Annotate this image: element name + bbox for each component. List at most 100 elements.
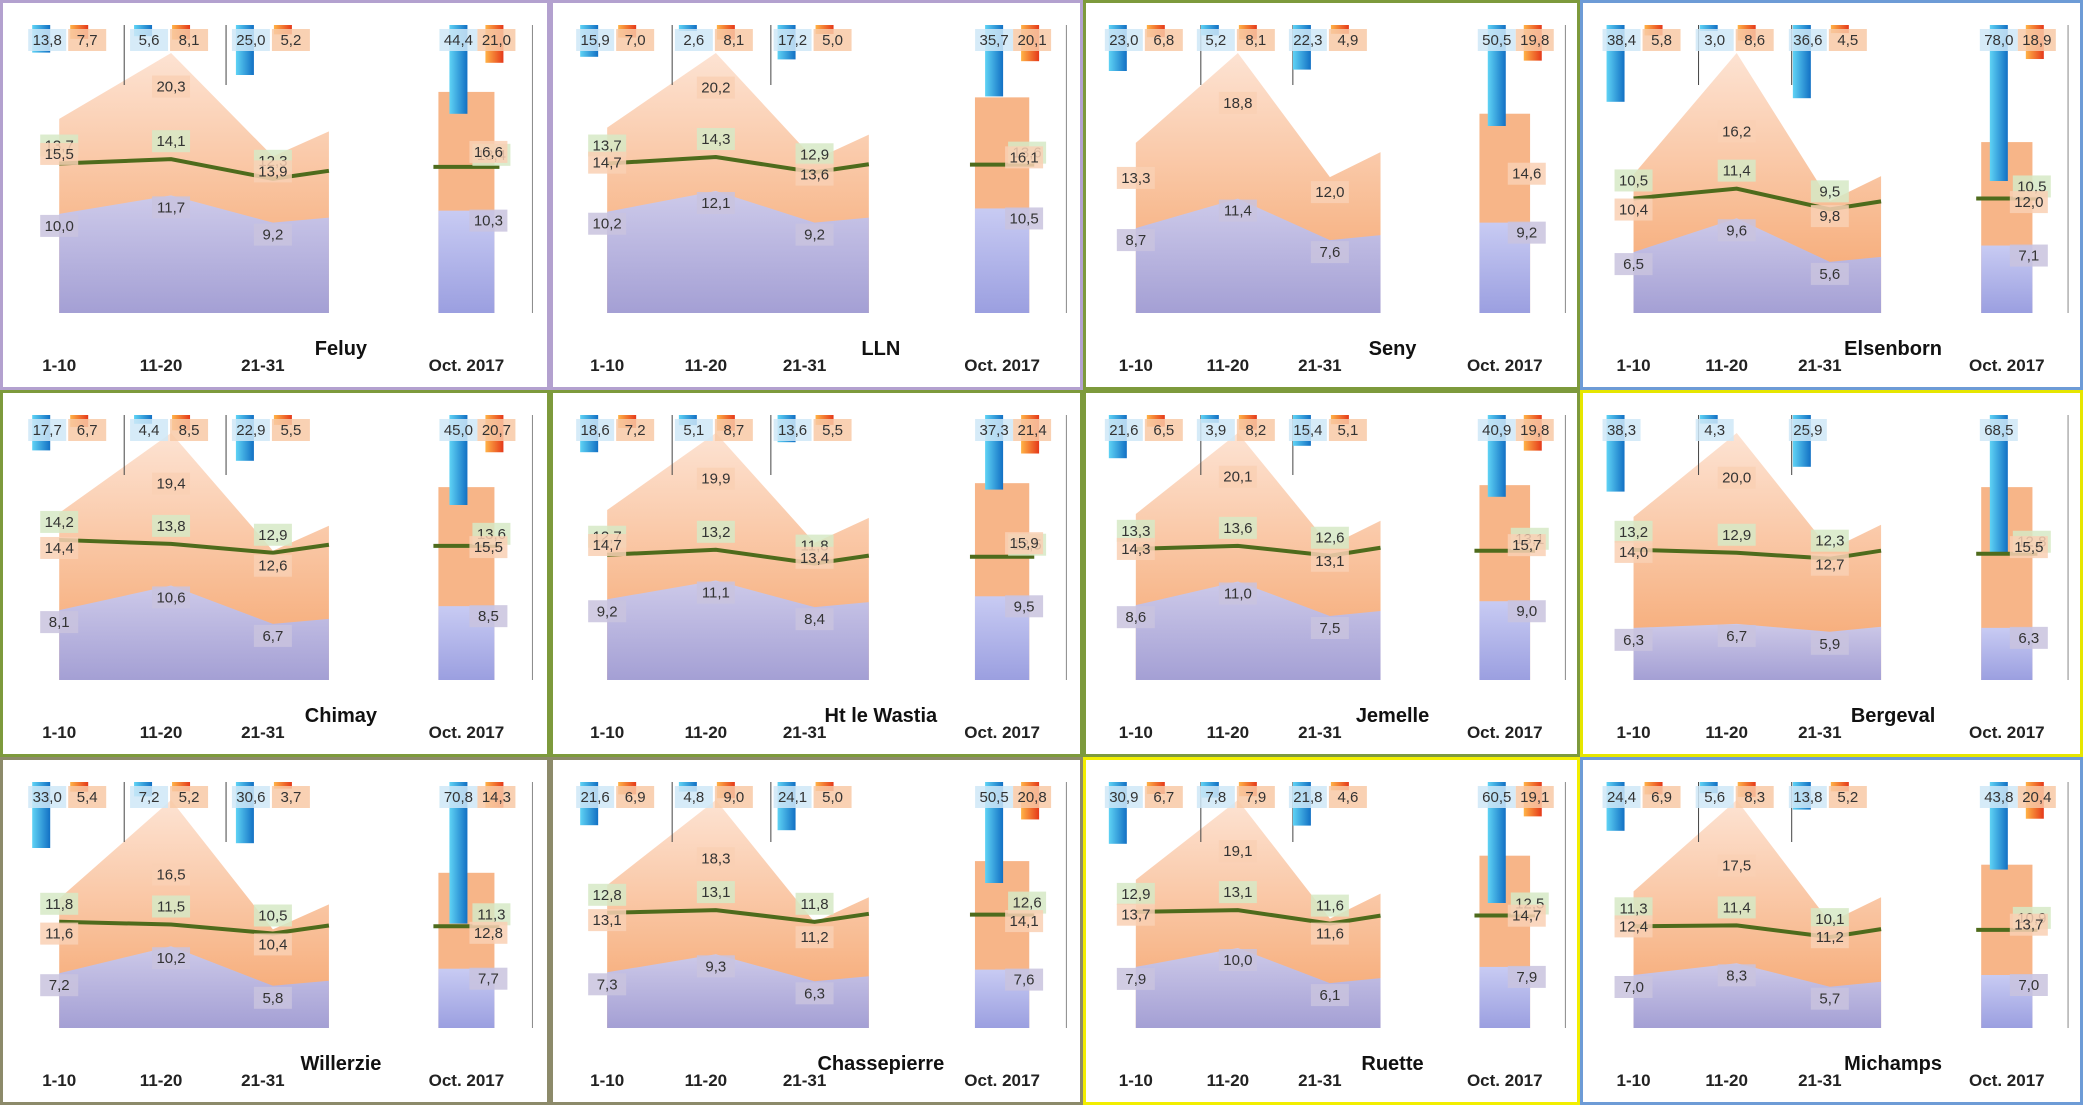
precip-value-bg: [773, 419, 812, 441]
sun-value: 8,1: [1245, 32, 1266, 49]
month-label: Oct. 2017: [1467, 1071, 1543, 1090]
tmin-value: 6,1: [1319, 987, 1340, 1004]
sun-value-bg: [1328, 419, 1367, 441]
month-label: Oct. 2017: [429, 1071, 505, 1090]
tmin-month-value: 10,5: [1010, 210, 1039, 227]
tmin-value-bg: [152, 586, 191, 609]
tmean-value: 12,9: [800, 146, 829, 163]
tmax-value: 12,4: [1619, 918, 1648, 935]
tmin-value: 8,3: [1726, 967, 1747, 984]
x-tick-label: 1-10: [1617, 723, 1651, 742]
station-name: Chimay: [305, 705, 378, 727]
x-tick-label: 11-20: [140, 356, 183, 375]
sun-value-bg: [1328, 29, 1367, 51]
precip-value: 33,0: [33, 789, 62, 806]
tmin-value: 7,0: [1623, 979, 1644, 996]
sun-month-value: 20,7: [482, 422, 511, 439]
precip-month-value: 35,7: [980, 32, 1009, 49]
station-name: Chassepierre: [817, 1053, 944, 1075]
sun-value: 4,5: [1837, 32, 1858, 49]
station-name: LLN: [861, 338, 900, 360]
precip-value-bg: [1695, 419, 1734, 441]
sun-month-value: 19,8: [1520, 32, 1549, 49]
x-tick-label: 11-20: [685, 1071, 728, 1090]
tmin-value-bg: [588, 212, 627, 235]
sun-value-bg: [1735, 29, 1774, 51]
tmax-value: 20,2: [701, 80, 730, 97]
tmin-value: 7,5: [1319, 620, 1340, 637]
tmean-value: 13,7: [593, 138, 622, 155]
tmax-value-bg: [40, 536, 79, 559]
tmean-value-bg: [696, 128, 735, 150]
tmax-value: 15,5: [45, 146, 74, 163]
tmax-month-value: 16,6: [474, 144, 503, 161]
tmean-value-bg: [1310, 526, 1349, 549]
tmean-value: 11,8: [801, 896, 829, 913]
tmin-month-value: 9,2: [1516, 225, 1537, 242]
tmin-value: 10,6: [156, 589, 185, 606]
sun-value: 8,5: [179, 422, 200, 439]
tmin-value: 5,9: [1819, 636, 1840, 653]
tmean-value: 10,1: [1815, 911, 1844, 928]
tmax-value: 19,9: [701, 471, 730, 488]
tmax-value: 20,0: [1722, 470, 1751, 487]
station-chart: 18,67,212,714,79,25,18,713,219,911,113,6…: [576, 415, 1067, 742]
month-label: Oct. 2017: [1467, 356, 1543, 375]
x-tick-label: 21-31: [783, 356, 826, 375]
tmin-month-value: 7,6: [1014, 972, 1035, 989]
tmin-value-bg: [1810, 632, 1849, 655]
tmin-value: 10,2: [593, 216, 622, 233]
precip-value-bg: [1104, 419, 1143, 441]
x-tick-label: 1-10: [1617, 1071, 1651, 1090]
precip-value: 13,8: [1793, 789, 1822, 806]
precip-value: 5,6: [1704, 789, 1725, 806]
sun-value: 5,2: [179, 789, 200, 806]
tmin-value-bg: [1116, 606, 1155, 629]
station-panel-feluy: 13,87,713,715,510,05,68,114,120,311,725,…: [0, 0, 550, 390]
tmax-month-value: 16,1: [1010, 149, 1039, 166]
tmean-value: 14,2: [45, 514, 74, 531]
station-panel-jemelle: 21,6 6,5 13,3 14,3 8,6 3,9 8,2 13,6 20,1 11,0 15,4…: [1083, 390, 1580, 757]
sun-value: 7,9: [1245, 789, 1266, 806]
precip-month-bar: [1989, 415, 2008, 552]
precip-month-value-bg: [439, 786, 478, 808]
sun-value: 8,7: [723, 422, 744, 439]
tmean-line: [1633, 186, 1882, 212]
tmean-value-bg: [1717, 896, 1756, 919]
x-tick-label: 1-10: [590, 356, 624, 375]
x-tick-label: 11-20: [685, 723, 728, 742]
precip-value: 5,1: [683, 422, 704, 439]
month-label: Oct. 2017: [429, 356, 505, 375]
sun-value-bg: [170, 419, 209, 441]
tmax-value: 14,7: [593, 155, 622, 172]
tmin-value-bg: [253, 223, 292, 246]
precip-month-value-bg: [1979, 786, 2018, 808]
tmin-area: [1633, 963, 1882, 1028]
tmin-value: 11,1: [702, 585, 730, 602]
precip-value: 25,9: [1793, 422, 1822, 439]
tmax-value-bg: [696, 467, 735, 490]
station-chart: 15,9 7,0 13,714,7 10,2 2,6 8,1 14,3 20,2 12,1 17,…: [576, 25, 1067, 375]
tmax-value-bg: [1810, 205, 1849, 228]
tmax-value: 10,4: [258, 936, 287, 953]
sun-value-bg: [271, 419, 310, 441]
tmin-value: 8,1: [49, 614, 70, 631]
tmin-value: 10,0: [45, 218, 74, 235]
precip-value: 18,6: [581, 422, 610, 439]
tmean-value-bg: [1810, 529, 1849, 552]
sun-value: 9,0: [723, 789, 744, 806]
precip-month-value: 43,8: [1984, 789, 2013, 806]
precip-value-bg: [231, 29, 270, 51]
month-label: Oct. 2017: [964, 1071, 1040, 1090]
tmean-value-bg: [253, 904, 292, 927]
tmin-value-bg: [795, 223, 834, 246]
x-tick-label: 1-10: [1119, 356, 1153, 375]
sun-value-bg: [813, 786, 852, 808]
tmax-value-bg: [1310, 181, 1349, 204]
tmin-value: 5,8: [262, 990, 283, 1007]
tmax-month-value: 14,6: [1512, 166, 1541, 183]
station-panel-chimay: 17,7 6,7 14,2 14,4 8,1 4,4 8,5 13,8 19,4 10,6 22,9…: [0, 390, 550, 757]
precip-month-value: 50,5: [980, 789, 1009, 806]
tmin-month-value: 7,7: [478, 971, 499, 988]
